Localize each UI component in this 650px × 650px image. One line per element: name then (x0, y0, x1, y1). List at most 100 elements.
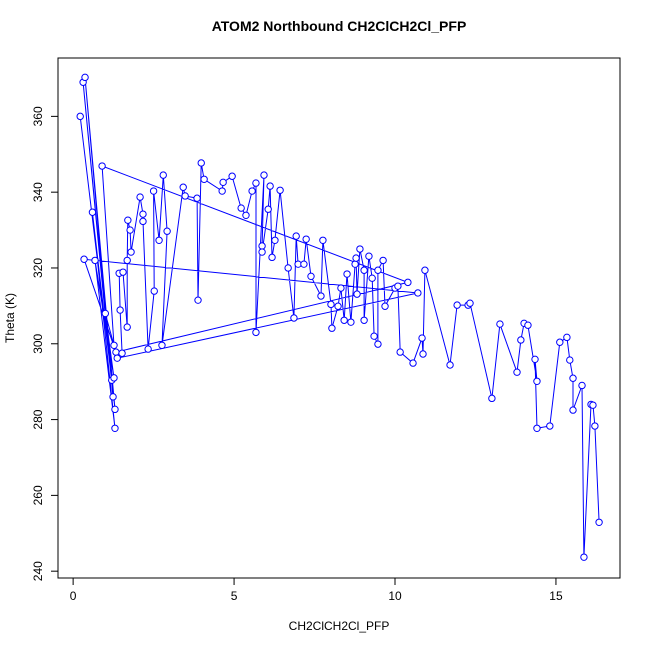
data-point (292, 232, 300, 240)
data-point (200, 175, 208, 183)
data-point (258, 242, 266, 250)
data-point (110, 341, 118, 349)
data-point (112, 348, 120, 356)
data-point (589, 401, 597, 409)
data-point (421, 266, 429, 274)
y-tick-label: 260 (31, 485, 45, 505)
data-point (179, 183, 187, 191)
data-point (352, 254, 360, 262)
data-point (563, 333, 571, 342)
data-point (418, 334, 426, 342)
data-point (566, 356, 574, 364)
data-point (88, 208, 97, 216)
data-point (365, 252, 373, 260)
data-point (139, 210, 147, 218)
data-point (127, 248, 135, 256)
data-point (513, 368, 521, 376)
data-point (266, 182, 274, 190)
data-point (76, 112, 84, 121)
data-point (453, 301, 461, 309)
data-point (396, 348, 404, 356)
data-point (517, 336, 525, 344)
data-point (337, 284, 345, 292)
y-axis-label: Theta (K) (3, 293, 17, 343)
data-point (271, 236, 279, 245)
data-point (150, 287, 158, 295)
data-point (334, 302, 342, 310)
data-point (124, 216, 132, 224)
data-point (340, 316, 348, 324)
x-tick-label: 0 (70, 589, 77, 603)
data-point (260, 171, 268, 179)
data-point (394, 282, 402, 290)
data-point (111, 405, 119, 414)
data-point (374, 340, 382, 348)
data-point (374, 266, 382, 274)
data-point (149, 187, 158, 195)
data-point (284, 264, 292, 272)
data-point (328, 324, 336, 332)
data-point (81, 73, 89, 82)
chart-title: ATOM2 Northbound CH2ClCH2Cl_PFP (212, 18, 467, 34)
data-point (290, 314, 298, 322)
data-point (343, 270, 351, 278)
data-point (219, 178, 227, 187)
data-point (370, 332, 378, 340)
data-point (163, 227, 171, 235)
data-point (158, 341, 166, 349)
data-point (252, 328, 260, 337)
y-tick-label: 320 (31, 258, 45, 278)
data-point (98, 162, 106, 170)
data-point (591, 422, 599, 430)
data-point (580, 553, 588, 561)
data-point (101, 309, 110, 318)
x-tick-label: 5 (231, 589, 238, 603)
data-point (531, 355, 539, 364)
data-point (111, 424, 119, 432)
y-tick-label: 280 (31, 409, 45, 429)
y-tick-label: 300 (31, 333, 45, 353)
data-point (307, 272, 315, 281)
data-point (248, 187, 256, 195)
data-point (258, 248, 266, 256)
data-point (381, 302, 389, 310)
data-point (404, 278, 412, 287)
data-point (264, 205, 272, 213)
data-point (360, 316, 368, 324)
x-tick-label: 15 (549, 589, 563, 603)
data-point (496, 320, 504, 328)
data-point (347, 318, 355, 326)
data-point (119, 268, 127, 276)
data-point (368, 274, 376, 282)
y-tick-label: 240 (31, 561, 45, 581)
data-point (144, 345, 152, 353)
y-tick-label: 360 (31, 106, 45, 126)
data-point (317, 292, 325, 300)
data-point (155, 236, 163, 245)
data-point (193, 194, 201, 202)
data-line (79, 77, 600, 558)
data-point (136, 193, 144, 201)
data-point (109, 393, 117, 401)
plot-frame (57, 57, 621, 579)
data-point (181, 192, 189, 200)
data-point (569, 374, 577, 382)
data-point (300, 260, 308, 268)
data-point (139, 217, 147, 226)
data-point (379, 256, 387, 265)
data-point (319, 236, 327, 245)
data-point (197, 159, 205, 167)
data-point (194, 296, 202, 304)
data-point (237, 204, 245, 212)
data-point (110, 374, 118, 382)
data-point (360, 266, 368, 274)
data-point (327, 300, 335, 309)
data-point (123, 323, 131, 331)
data-point (252, 179, 260, 187)
data-point (419, 350, 427, 358)
data-point (356, 245, 364, 253)
data-point (446, 361, 454, 369)
data-point (123, 256, 131, 265)
data-point (533, 424, 541, 432)
